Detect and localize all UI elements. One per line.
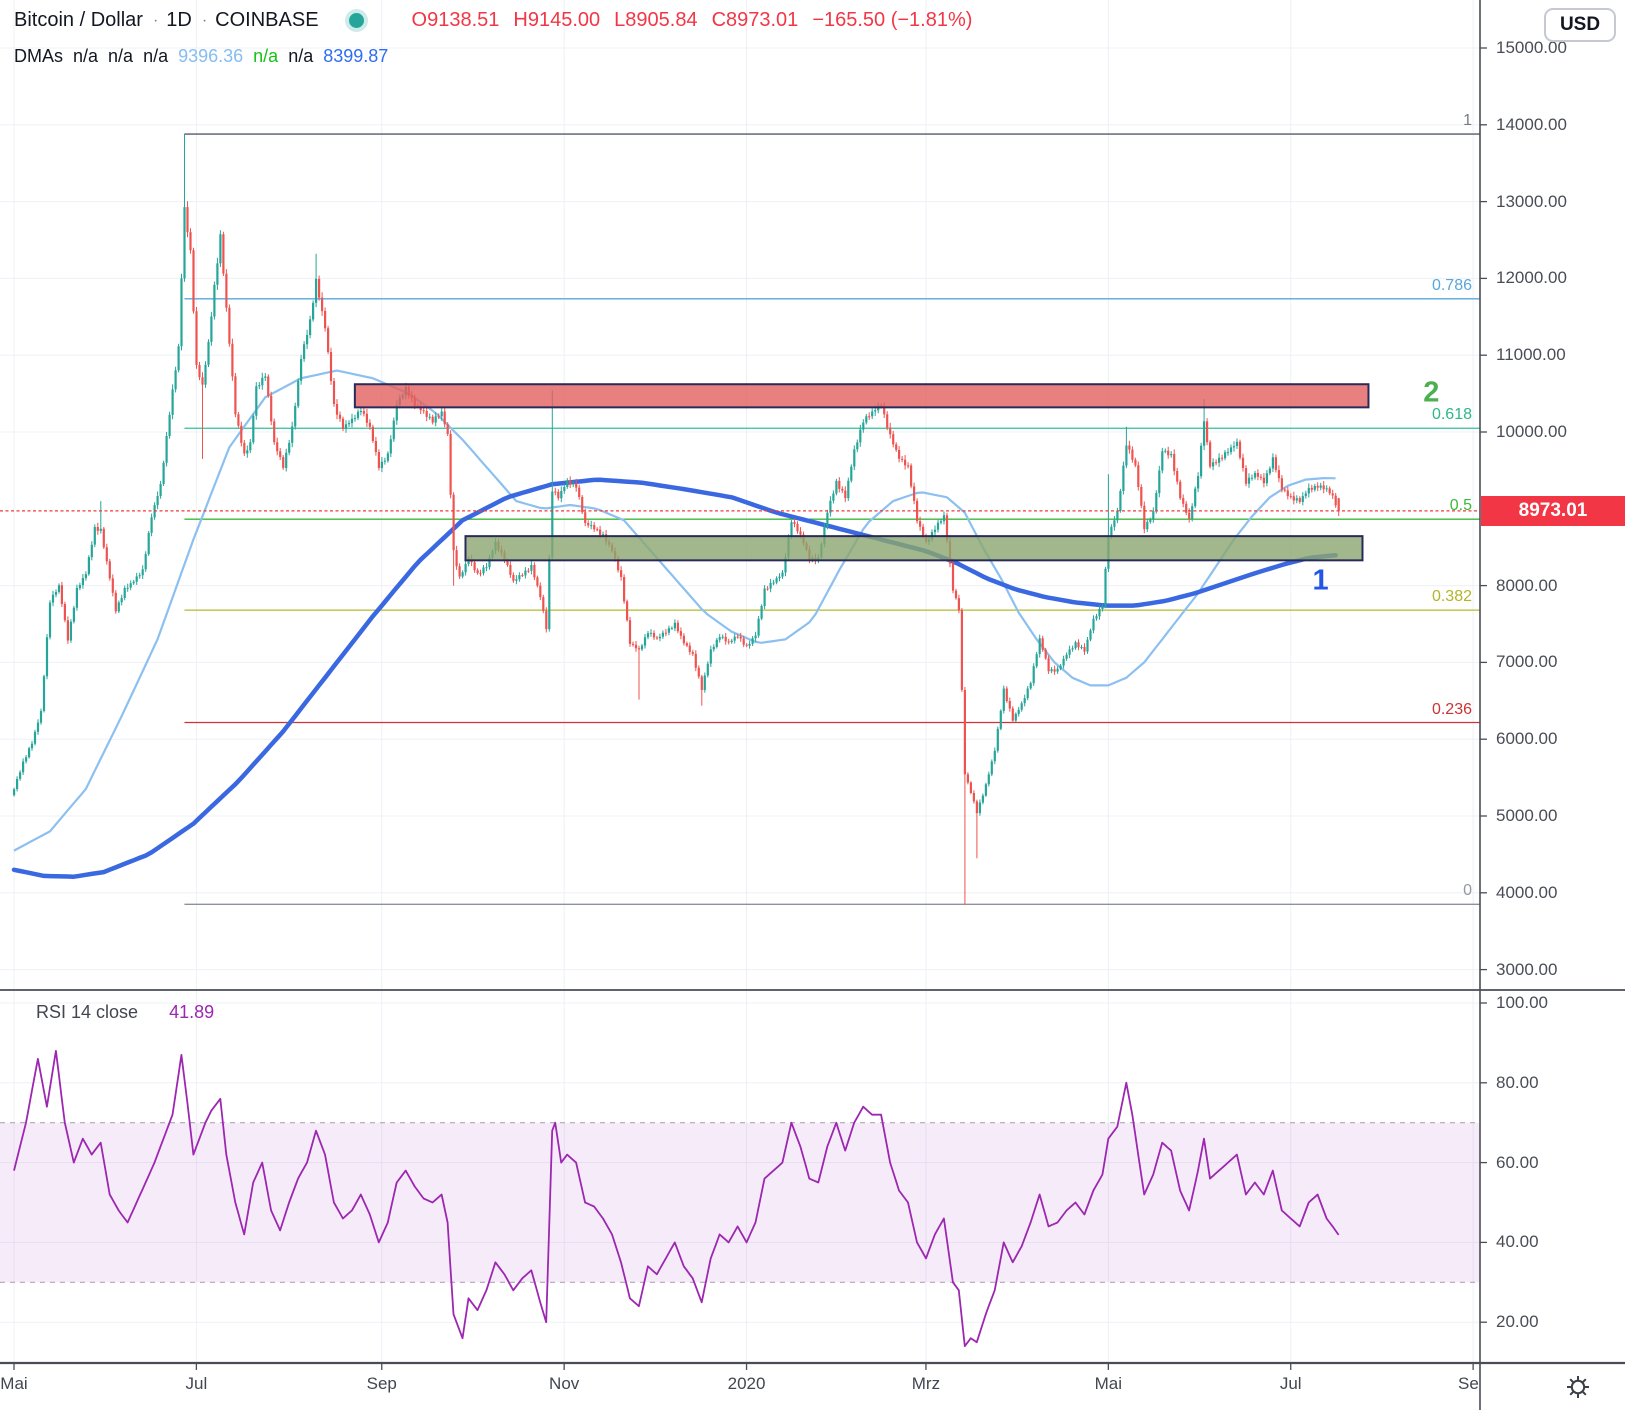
ohlc-token: O9138.51	[411, 9, 500, 31]
dma-token: n/a	[73, 46, 99, 66]
fib-level-label-0.236: 0.236	[1431, 700, 1472, 718]
dma-token: n/a	[288, 46, 314, 66]
rsi-tick-label: 40.00	[1496, 1232, 1539, 1252]
fib-level-label-0.618: 0.618	[1431, 406, 1472, 424]
settings-gear-icon[interactable]	[1563, 1372, 1593, 1402]
dma-token: n/a	[253, 46, 279, 66]
dma-label: DMAs	[14, 46, 63, 66]
dma-indicator-row[interactable]: DMAs n/a n/a n/a 9396.36 n/a n/a 8399.87	[14, 46, 408, 67]
time-tick-label: Mai	[0, 1374, 28, 1393]
fib-level-label-0.5: 0.5	[1449, 497, 1472, 515]
price-tick-label: 12000.00	[1496, 268, 1567, 288]
price-tick-label: 4000.00	[1496, 882, 1558, 902]
price-tick-label: 15000.00	[1496, 38, 1567, 57]
time-axis[interactable]: Mai Jul Sep Nov 2020 Mrz Mai Jul Sep	[0, 1363, 1480, 1410]
price-tick-label: 13000.00	[1496, 191, 1567, 211]
dma-values: n/a n/a n/a 9396.36 n/a n/a 8399.87	[73, 46, 398, 67]
price-tick-label: 11000.00	[1496, 345, 1566, 365]
ohlc-values: O9138.51 H9145.00 L8905.84 C8973.01 −165.50 …	[412, 9, 987, 32]
price-tick-label: 8000.00	[1496, 575, 1558, 595]
ohlc-token: H9145.00	[513, 9, 601, 31]
fib-annotation-2: 2	[1423, 376, 1439, 408]
data-source-dot-icon	[348, 13, 364, 28]
price-tick-label: 3000.00	[1496, 959, 1558, 979]
title-separator: ·	[152, 11, 159, 29]
time-tick-label: Sep	[1457, 1374, 1480, 1393]
dma-token: 9396.36	[178, 46, 244, 66]
title-separator: ·	[201, 11, 208, 29]
ohlc-token: C8973.01	[711, 9, 799, 31]
price-tick-label: 5000.00	[1496, 806, 1558, 825]
interval-label[interactable]: 1D	[166, 9, 192, 31]
rsi-tick-label: 80.00	[1496, 1072, 1539, 1092]
rsi-indicator-row[interactable]: RSI 14 close 41.89	[36, 1002, 214, 1023]
fib-level-label-0: 0	[1463, 882, 1472, 900]
time-tick-label: Mrz	[911, 1374, 941, 1393]
dma-token: 8399.87	[323, 46, 389, 66]
time-tick-label: 2020	[727, 1374, 766, 1393]
time-tick-label: Sep	[366, 1374, 397, 1393]
time-tick-label: Jul	[1279, 1374, 1302, 1393]
currency-usd-button[interactable]: USD	[1544, 8, 1616, 42]
time-tick-label: Mai	[1094, 1374, 1123, 1393]
rsi-tick-label: 20.00	[1496, 1312, 1539, 1332]
fib-level-label-1: 1	[1463, 112, 1472, 130]
fib-level-label-0.786: 0.786	[1431, 276, 1472, 294]
ohlc-token: −165.50 (−1.81%)	[812, 9, 973, 31]
support-zone	[464, 535, 1364, 562]
rsi-title: RSI 14 close	[36, 1002, 139, 1022]
time-tick-label: Jul	[185, 1374, 208, 1393]
price-tick-label: 10000.00	[1496, 422, 1567, 441]
last-price-tag: 8973.01	[1481, 496, 1625, 526]
dma-token: n/a	[143, 46, 169, 66]
price-tick-label: 14000.00	[1496, 114, 1567, 134]
rsi-value: 41.89	[169, 1002, 215, 1022]
price-tick-label: 7000.00	[1496, 652, 1558, 672]
symbol-title[interactable]: Bitcoin / Dollar	[14, 9, 143, 31]
dma-token: n/a	[108, 46, 134, 66]
price-tick-label: 6000.00	[1496, 729, 1558, 749]
resistance-zone	[353, 383, 1370, 409]
ohlc-token: L8905.84	[614, 9, 698, 31]
exchange-label: COINBASE	[215, 9, 319, 31]
rsi-tick-label: 60.00	[1496, 1152, 1539, 1172]
time-tick-label: Nov	[549, 1374, 580, 1393]
fib-level-label-0.382: 0.382	[1431, 588, 1472, 606]
fib-annotation-1: 1	[1313, 564, 1329, 596]
rsi-tick-label: 100.00	[1496, 993, 1548, 1012]
